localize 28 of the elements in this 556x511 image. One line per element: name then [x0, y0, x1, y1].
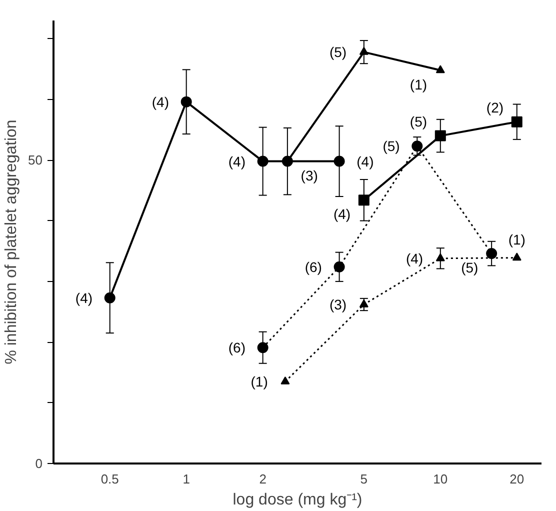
x-tick-label: 20	[510, 472, 524, 486]
annotation: (4)	[356, 153, 374, 170]
annotation: (1)	[508, 232, 526, 248]
annotation: (4)	[406, 250, 424, 266]
y-tick-label: 0	[35, 456, 43, 471]
annotation: (6)	[228, 340, 246, 356]
x-tick-label: 0.5	[100, 472, 119, 486]
annotation: (5)	[382, 138, 400, 154]
x-axis-title: log dose (mg kg⁻¹)	[232, 492, 362, 508]
annotation: (4)	[228, 153, 246, 170]
y-axis-title: % inhibition of platelet aggregation	[3, 120, 20, 364]
annotation: (3)	[300, 167, 318, 184]
annotation: (2)	[486, 100, 504, 116]
annotation: (6)	[304, 258, 322, 275]
annotation: (4)	[75, 290, 93, 306]
annotation: (1)	[410, 76, 428, 92]
annotation: (4)	[152, 94, 170, 110]
x-tick-label: 2	[259, 472, 266, 486]
annotation: (5)	[410, 114, 428, 130]
y-tick-label: 50	[28, 152, 43, 168]
annotation: (5)	[461, 260, 478, 276]
annotation: (4)	[333, 206, 351, 222]
x-tick-label: 5	[360, 472, 368, 486]
annotation: (3)	[329, 296, 347, 313]
annotation: (5)	[329, 44, 347, 60]
annotation: (1)	[250, 374, 268, 390]
x-tick-label: 10	[433, 472, 448, 486]
x-tick-label: 1	[182, 472, 190, 486]
